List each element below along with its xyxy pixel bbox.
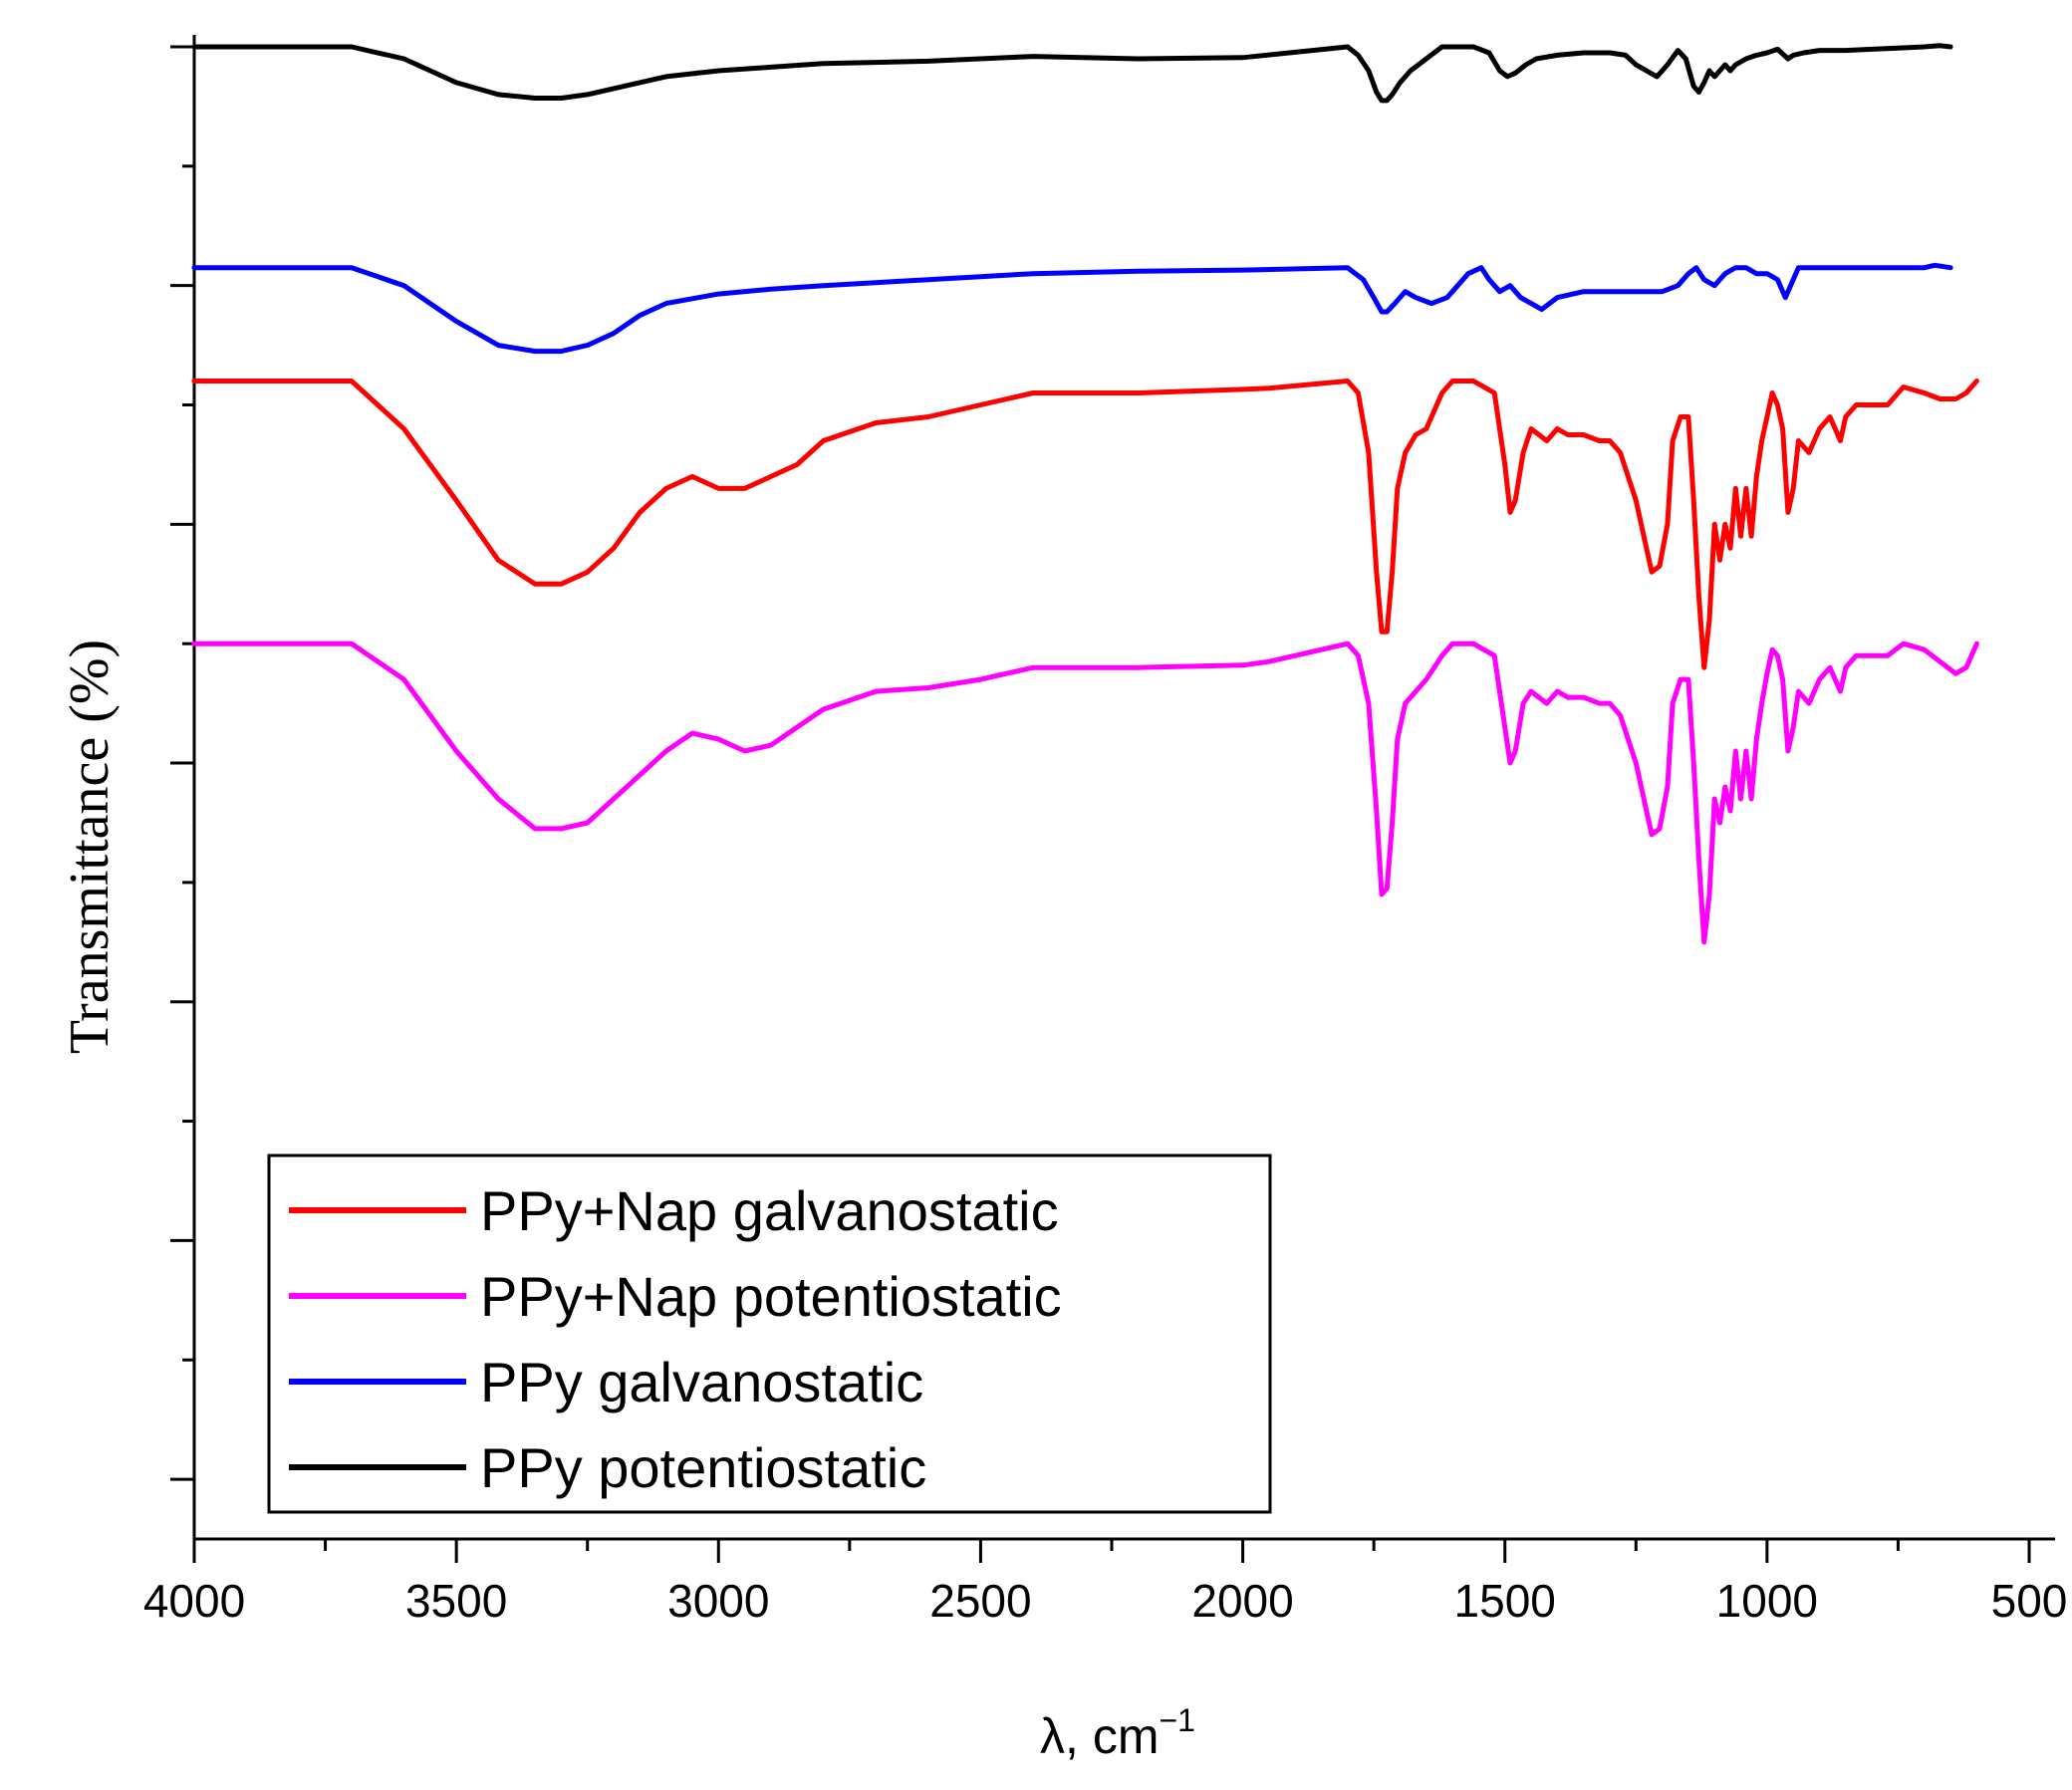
x-axis-ticks [192,1539,2031,1563]
legend-entries: PPy+Nap galvanostatic PPy+Nap potentiosta… [289,1179,1062,1499]
y-axis-label: Transmittance (%) [59,639,121,1054]
legend-label: PPy+Nap galvanostatic [480,1179,1059,1242]
series-line-3 [191,262,1953,355]
legend-label: PPy+Nap potentiostatic [480,1265,1062,1328]
series-line-2 [191,640,1979,945]
x-tick-label: 3500 [405,1575,507,1627]
series-line-4 [191,43,1953,104]
x-tick-label: 2500 [929,1575,1031,1627]
y-axis-ticks [170,45,194,1481]
series-line-1 [191,379,1979,670]
x-tick-label: 1500 [1454,1575,1556,1627]
legend-label: PPy galvanostatic [480,1351,923,1413]
x-axis-tick-labels: 4000 3500 3000 2500 2000 1500 1000 500 [143,1575,2068,1627]
x-axis: 4000 3500 3000 2500 2000 1500 1000 500 [143,1537,2068,1627]
legend: PPy+Nap galvanostatic PPy+Nap potentiosta… [267,1153,1272,1514]
x-tick-label: 500 [1991,1575,2068,1627]
x-axis-label-superscript: −1 [1159,1702,1194,1738]
x-axis-label-text: λ, cm [1040,1708,1159,1764]
x-axis-label: λ, cm−1 [1040,1702,1195,1764]
plot-series [191,43,1979,945]
y-axis [170,35,196,1539]
legend-label: PPy potentiostatic [480,1436,926,1499]
x-tick-label: 2000 [1191,1575,1293,1627]
x-tick-label: 1000 [1716,1575,1818,1627]
legend-box [267,1153,1272,1514]
x-tick-label: 4000 [143,1575,245,1627]
x-tick-label: 3000 [667,1575,769,1627]
